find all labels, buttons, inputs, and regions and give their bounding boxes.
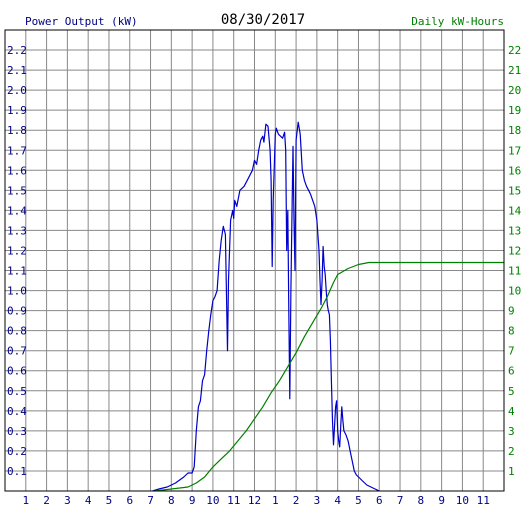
energy-series-line <box>154 261 504 492</box>
right-tick-label: 9 <box>508 305 515 318</box>
left-tick-label: 0.7 <box>7 345 27 358</box>
right-tick-label: 20 <box>508 84 521 97</box>
left-tick-label: 1.7 <box>7 144 27 157</box>
series-group <box>152 121 504 492</box>
left-tick-label: 0.9 <box>7 305 27 318</box>
right-tick-label: 15 <box>508 184 521 197</box>
left-tick-label: 0.6 <box>7 365 27 378</box>
left-tick-label: 0.2 <box>7 445 27 458</box>
left-tick-label: 1.1 <box>7 265 27 278</box>
x-tick-label: 7 <box>147 494 154 507</box>
right-tick-label: 19 <box>508 104 521 117</box>
right-tick-label: 16 <box>508 164 521 177</box>
x-tick-label: 5 <box>355 494 362 507</box>
left-axis-ticks: 0.1 0.2 0.3 0.4 0.5 0.6 0.7 0.8 0.9 1.0 1.1 1.2 1.3 1… <box>7 44 27 478</box>
left-tick-label: 1.2 <box>7 244 27 257</box>
x-tick-label: 2 <box>293 494 300 507</box>
x-tick-label: 8 <box>418 494 425 507</box>
x-tick-label: 5 <box>106 494 113 507</box>
plot-frame <box>4 29 505 492</box>
x-tick-label: 11 <box>227 494 240 507</box>
x-tick-label: 4 <box>334 494 341 507</box>
left-tick-label: 1.5 <box>7 184 27 197</box>
right-tick-label: 21 <box>508 64 521 77</box>
left-tick-label: 1.6 <box>7 164 27 177</box>
left-tick-label: 0.8 <box>7 325 27 338</box>
left-tick-label: 1.0 <box>7 285 27 298</box>
left-tick-label: 2.2 <box>7 44 27 57</box>
x-tick-label: 6 <box>126 494 133 507</box>
right-tick-label: 3 <box>508 425 515 438</box>
right-tick-label: 6 <box>508 365 515 378</box>
x-tick-label: 1 <box>272 494 279 507</box>
left-tick-label: 0.3 <box>7 425 27 438</box>
x-tick-label: 10 <box>206 494 219 507</box>
left-axis-title: Power Output (kW) <box>25 15 138 28</box>
right-tick-label: 14 <box>508 204 522 217</box>
x-tick-label: 6 <box>376 494 383 507</box>
left-tick-label: 0.1 <box>7 465 27 478</box>
right-tick-label: 22 <box>508 44 521 57</box>
left-tick-label: 1.4 <box>7 204 27 217</box>
left-tick-label: 0.5 <box>7 385 27 398</box>
x-tick-label: 8 <box>168 494 175 507</box>
right-tick-label: 11 <box>508 265 521 278</box>
right-tick-label: 1 <box>508 465 515 478</box>
left-tick-label: 1.8 <box>7 124 27 137</box>
x-tick-label: 11 <box>477 494 490 507</box>
left-tick-label: 2.0 <box>7 84 27 97</box>
left-tick-label: 1.3 <box>7 224 27 237</box>
x-tick-label: 12 <box>248 494 261 507</box>
x-tick-label: 9 <box>189 494 196 507</box>
right-tick-label: 12 <box>508 244 521 257</box>
right-tick-label: 13 <box>508 224 521 237</box>
x-tick-label: 4 <box>85 494 92 507</box>
right-tick-label: 17 <box>508 144 521 157</box>
right-tick-label: 18 <box>508 124 521 137</box>
right-axis-title: Daily kW-Hours <box>411 15 504 28</box>
right-tick-label: 2 <box>508 445 515 458</box>
right-tick-label: 8 <box>508 325 515 338</box>
grid <box>5 30 504 491</box>
right-tick-label: 10 <box>508 285 521 298</box>
left-tick-label: 0.4 <box>7 405 27 418</box>
right-tick-label: 4 <box>508 405 515 418</box>
x-axis-ticks: 1 2 3 4 5 6 7 8 9 10 11 12 1 2 3 4 5 6 7 8 9 10 11 <box>22 494 489 507</box>
x-tick-label: 7 <box>397 494 404 507</box>
x-tick-label: 2 <box>43 494 50 507</box>
right-tick-label: 5 <box>508 385 515 398</box>
left-tick-label: 1.9 <box>7 104 27 117</box>
chart-date: 08/30/2017 <box>221 12 305 28</box>
right-tick-label: 7 <box>508 345 515 358</box>
x-tick-label: 3 <box>64 494 71 507</box>
x-tick-label: 1 <box>22 494 29 507</box>
x-tick-label: 9 <box>438 494 445 507</box>
left-tick-label: 2.1 <box>7 64 27 77</box>
x-tick-label: 3 <box>314 494 321 507</box>
x-tick-label: 10 <box>456 494 469 507</box>
power-series-line <box>152 121 380 492</box>
